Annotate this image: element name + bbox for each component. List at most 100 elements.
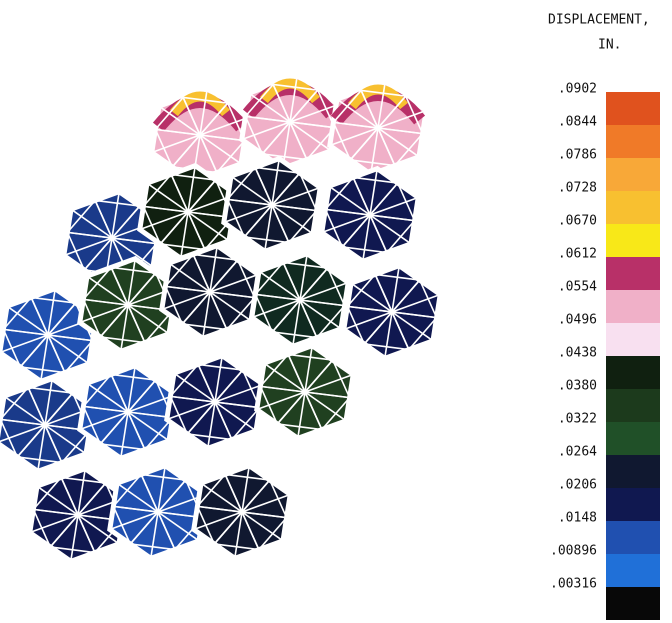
legend-swatch	[606, 488, 660, 521]
mesh-line	[31, 296, 76, 304]
mesh-line	[198, 363, 243, 371]
mesh-line	[241, 121, 291, 141]
mesh-line	[109, 511, 159, 531]
legend-swatch	[606, 422, 660, 455]
mesh-line	[316, 305, 346, 339]
mesh-line	[161, 291, 211, 311]
mesh-line	[263, 362, 306, 393]
mesh-line	[248, 92, 291, 123]
mesh-line	[142, 173, 172, 207]
mesh-line	[258, 270, 301, 301]
legend-label: .0612	[558, 247, 597, 262]
mesh-line	[182, 323, 227, 331]
mesh-line	[199, 134, 242, 165]
mesh-line	[350, 282, 393, 313]
contour-band	[260, 78, 320, 104]
mesh-line	[110, 267, 146, 343]
mesh-line	[127, 304, 170, 335]
legend-swatch	[606, 323, 660, 356]
legend-swatch	[606, 587, 660, 620]
mesh-line	[6, 305, 49, 336]
mesh-line	[352, 177, 388, 253]
mesh-line	[199, 88, 209, 136]
mesh-line	[304, 345, 314, 393]
legend-label: .0322	[558, 412, 597, 427]
legend-label: .0148	[558, 511, 597, 526]
mesh-line	[199, 116, 249, 136]
mesh-line	[168, 262, 211, 293]
mesh-line	[169, 396, 189, 435]
legend-label: .0380	[558, 379, 597, 394]
mesh-line	[64, 340, 94, 374]
mesh-line	[66, 232, 86, 271]
mesh-line	[17, 456, 62, 464]
mesh-line	[324, 176, 354, 210]
mesh-line	[272, 331, 317, 339]
mesh-line	[3, 395, 46, 426]
mesh-line	[201, 291, 211, 339]
legend-unit: IN.	[598, 38, 621, 53]
mesh-line	[288, 210, 318, 244]
mesh-line	[226, 199, 246, 238]
mesh-line	[39, 334, 49, 382]
mesh-line	[130, 543, 175, 551]
mesh-line	[183, 96, 228, 104]
mesh-line	[182, 97, 218, 173]
mesh-line	[226, 297, 256, 331]
mesh-line	[216, 140, 246, 174]
mesh-line	[82, 266, 112, 300]
legend-label: .0902	[558, 82, 597, 97]
mesh-line	[200, 482, 243, 513]
mesh-line	[100, 336, 145, 344]
mesh-line	[142, 206, 162, 245]
legend-swatch	[606, 125, 660, 158]
mesh-line	[0, 334, 49, 354]
mesh-line	[209, 291, 252, 322]
mesh-line	[231, 407, 261, 441]
mesh-line	[69, 514, 79, 562]
legend-label: .0844	[558, 115, 597, 130]
mesh-line	[404, 95, 424, 134]
mesh-line	[95, 199, 140, 207]
mesh-line	[214, 355, 224, 403]
mesh-line	[196, 473, 226, 507]
mesh-line	[82, 406, 102, 445]
legend: DISPLACEMENT, IN. .0902 .0844 .0786 .0728 .0…	[548, 13, 660, 620]
mesh-line	[214, 383, 264, 403]
mesh-line	[277, 423, 322, 431]
mesh-line	[296, 391, 306, 439]
legend-label: .0206	[558, 478, 597, 493]
legend-swatch	[606, 455, 660, 488]
mesh-line	[353, 176, 398, 184]
mesh-line	[82, 299, 102, 338]
mesh-line	[289, 103, 339, 123]
mesh-line	[383, 311, 393, 359]
mesh-line	[377, 109, 427, 129]
mesh-line	[324, 209, 344, 248]
legend-label: .0554	[558, 280, 597, 295]
mesh-line	[361, 214, 371, 262]
mesh-line	[192, 254, 228, 330]
mesh-line	[146, 182, 189, 213]
mesh-line	[171, 173, 216, 181]
mesh-line	[44, 424, 87, 455]
mesh-line	[304, 373, 354, 393]
mesh-line	[140, 474, 176, 550]
mesh-line	[2, 329, 22, 368]
mesh-line	[289, 121, 332, 152]
mesh-line	[408, 317, 438, 351]
mesh-line	[32, 509, 52, 548]
contour-band	[348, 84, 408, 110]
mesh-line	[328, 185, 371, 216]
mesh-line	[79, 304, 129, 324]
mesh-line	[369, 168, 379, 216]
mesh-line	[364, 343, 409, 351]
mesh-line	[0, 424, 46, 443]
mesh-line	[209, 273, 259, 293]
mesh-line	[375, 273, 420, 281]
legend-label: .00316	[550, 577, 597, 592]
mesh-line	[304, 391, 347, 422]
mesh-line	[82, 373, 112, 407]
